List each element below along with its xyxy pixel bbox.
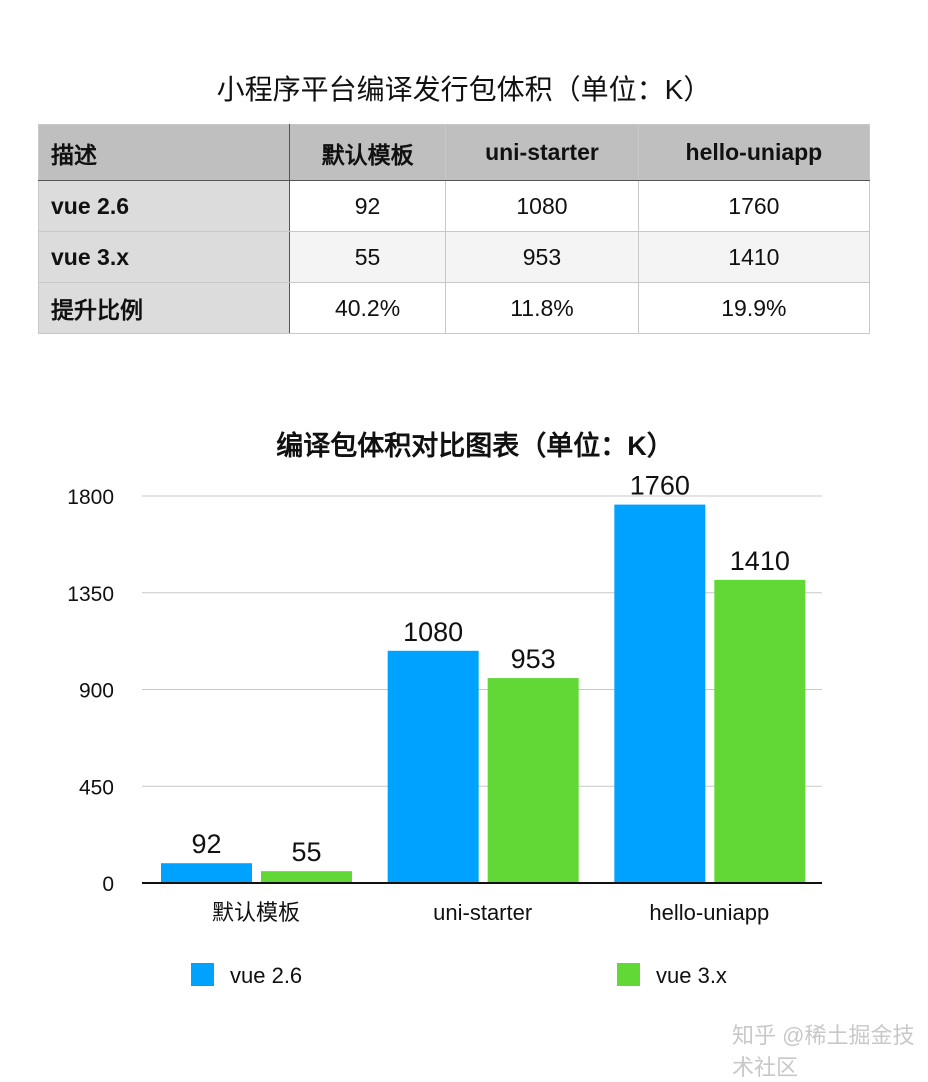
y-tick-label: 450	[79, 776, 114, 799]
data-label: 92	[191, 829, 221, 859]
watermark: 知乎 @稀土掘金技术社区	[732, 1023, 915, 1080]
data-label: 1080	[403, 617, 463, 647]
y-tick-label: 1350	[67, 583, 114, 606]
size-table: 描述 默认模板 uni-starter hello-uniapp vue 2.6 92 10…	[38, 124, 871, 334]
table-cell: 19.9%	[637, 282, 871, 334]
data-label: 55	[291, 837, 321, 867]
header-cell: 默认模板	[288, 124, 447, 181]
bar	[614, 504, 706, 883]
table-cell: 1080	[445, 180, 639, 232]
data-label: 1760	[630, 471, 690, 501]
table-cell: 1410	[637, 231, 871, 283]
legend-label: vue 2.6	[230, 963, 302, 988]
table-cell: 11.8%	[445, 282, 639, 334]
legend-swatch	[617, 963, 640, 986]
header-cell: uni-starter	[445, 124, 639, 181]
y-tick-label: 1800	[67, 486, 114, 509]
table-cell: 40.2%	[288, 282, 447, 334]
x-tick-label: uni-starter	[433, 900, 532, 925]
data-label: 953	[511, 644, 556, 674]
bar	[161, 863, 252, 883]
table-header-row: 描述 默认模板 uni-starter hello-uniapp	[38, 124, 871, 181]
chart-title: 编译包体积对比图表（单位：K）	[276, 430, 674, 461]
table-cell: 提升比例	[38, 282, 290, 334]
table-cell: 92	[288, 180, 447, 232]
table-row: 提升比例 40.2% 11.8% 19.9%	[38, 282, 871, 334]
x-tick-label: hello-uniapp	[649, 900, 769, 925]
y-tick-label: 900	[79, 680, 114, 703]
table-row: vue 3.x 55 953 1410	[38, 231, 871, 283]
table-row: vue 2.6 92 1080 1760	[38, 180, 871, 232]
header-cell: 描述	[38, 124, 290, 181]
bar	[714, 579, 806, 883]
bar	[261, 871, 352, 883]
legend-label: vue 3.x	[656, 963, 727, 988]
x-tick-label: 默认模板	[212, 900, 300, 925]
table-cell: vue 3.x	[38, 231, 290, 283]
data-label: 1410	[730, 546, 790, 576]
y-tick-label: 0	[102, 873, 114, 896]
bar	[487, 678, 579, 883]
table-cell: 953	[445, 231, 639, 283]
bar	[387, 650, 479, 883]
legend-swatch	[191, 963, 214, 986]
table-cell: vue 2.6	[38, 180, 290, 232]
table-cell: 55	[288, 231, 447, 283]
table-title: 小程序平台编译发行包体积（单位：K）	[216, 74, 712, 105]
